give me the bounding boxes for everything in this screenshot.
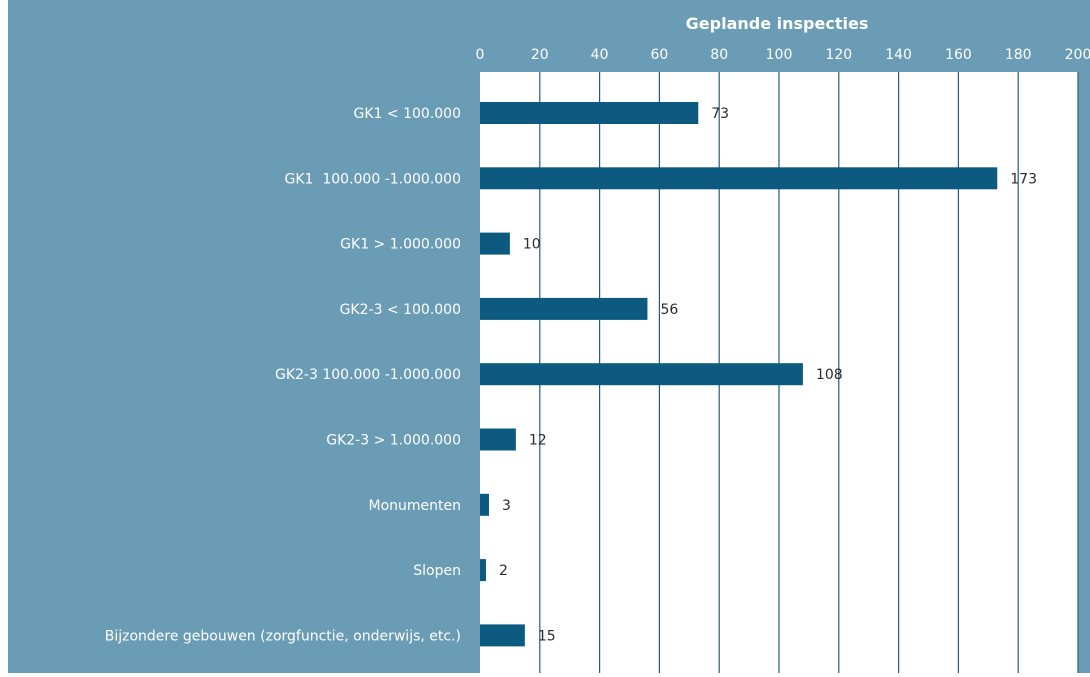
x-tick-label: 60: [650, 47, 668, 63]
bar: [480, 493, 489, 516]
category-label: Slopen: [413, 563, 461, 579]
x-tick-label: 80: [710, 47, 728, 63]
category-label: Bijzondere gebouwen (zorgfunctie, onderw…: [105, 628, 461, 644]
x-tick-label: 100: [766, 47, 793, 63]
x-tick-label: 20: [531, 47, 549, 63]
x-tick-label: 160: [945, 47, 972, 63]
x-tick-label: 180: [1005, 47, 1032, 63]
data-label: 10: [523, 237, 541, 253]
bars: [480, 102, 998, 647]
x-tick-label: 40: [591, 47, 609, 63]
bar: [480, 297, 648, 320]
category-label: GK2-3 < 100.000: [340, 302, 461, 318]
data-labels: 73 173 10 56 108 12 3 2 15: [499, 106, 1037, 644]
category-label: GK1 100.000 -1.000.000: [285, 171, 461, 187]
category-label: Monumenten: [369, 498, 462, 514]
data-label: 108: [816, 367, 843, 383]
bar: [480, 167, 998, 190]
x-tick-label: 200: [1065, 47, 1090, 63]
bar: [480, 624, 525, 647]
bar: [480, 102, 699, 124]
category-label: GK2-3 > 1.000.000: [326, 433, 461, 449]
bar: [480, 232, 510, 255]
data-label: 12: [529, 433, 547, 449]
bar: [480, 559, 486, 582]
category-label: GK1 < 100.000: [354, 106, 461, 122]
x-tick-labels: 0 20 40 60 80 100 120 140 160 180 200: [476, 47, 1090, 63]
data-label: 73: [711, 106, 729, 122]
x-tick-label: 140: [885, 47, 912, 63]
data-label: 3: [502, 498, 511, 514]
data-label: 173: [1010, 171, 1037, 187]
data-label: 56: [660, 302, 678, 318]
category-label: GK2-3 100.000 -1.000.000: [275, 367, 461, 383]
bar: [480, 363, 803, 386]
data-label: 2: [499, 563, 508, 579]
x-tick-label: 0: [476, 47, 485, 63]
bar: [480, 428, 516, 451]
chart-title: Geplande inspecties: [686, 14, 869, 33]
category-label: GK1 > 1.000.000: [340, 237, 461, 253]
x-tick-label: 120: [825, 47, 852, 63]
data-label: 15: [538, 628, 556, 644]
category-labels: GK1 < 100.000 GK1 100.000 -1.000.000 GK1 >…: [105, 106, 461, 644]
